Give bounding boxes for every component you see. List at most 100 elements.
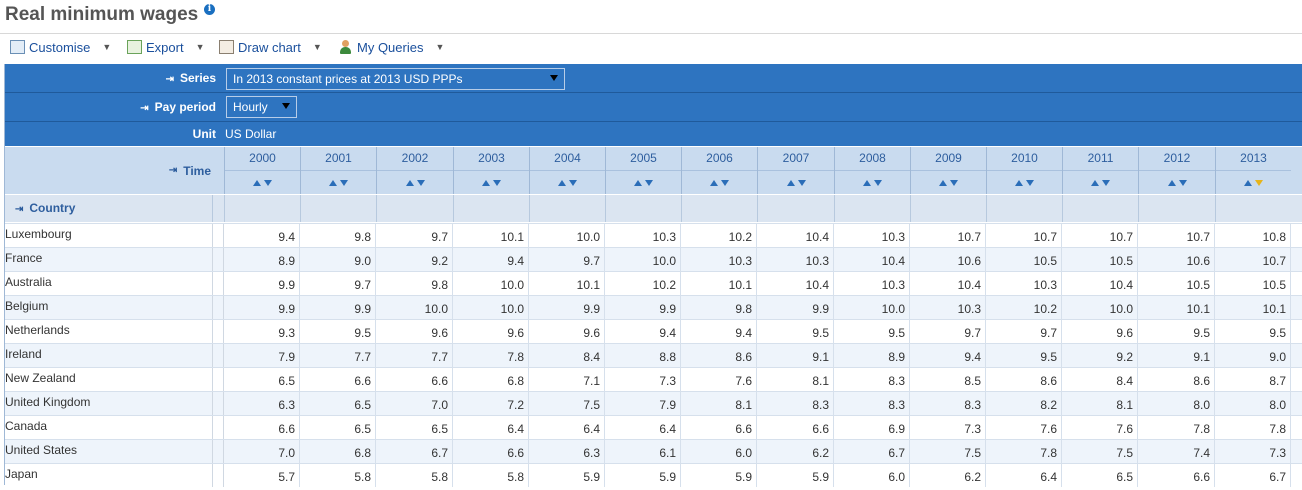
- country-name[interactable]: United Kingdom: [5, 395, 91, 409]
- country-name[interactable]: Luxembourg: [5, 227, 72, 241]
- sort-ascending-icon[interactable]: [1091, 179, 1099, 186]
- pivot-arrow-icon[interactable]: ⇥: [140, 103, 149, 114]
- table-cell: 8.1: [757, 368, 834, 391]
- pay-period-select[interactable]: Hourly: [226, 96, 297, 118]
- sort-ascending-icon[interactable]: [786, 179, 795, 186]
- sort-ascending-icon[interactable]: [1167, 179, 1176, 186]
- year-column-header: 2012: [1138, 147, 1215, 194]
- table-cell: 8.0: [1215, 392, 1291, 415]
- export-button[interactable]: Export ▼: [127, 37, 205, 57]
- table-cell: 10.5: [1215, 272, 1291, 295]
- sort-descending-icon[interactable]: [1178, 179, 1187, 186]
- sort-ascending-icon[interactable]: [482, 179, 490, 186]
- table-cell: 7.4: [1138, 440, 1215, 463]
- table-cell: 9.8: [681, 296, 757, 319]
- sort-descending-icon[interactable]: [721, 179, 729, 186]
- chevron-down-icon: [282, 103, 290, 109]
- sort-descending-icon[interactable]: [1026, 179, 1034, 186]
- sort-descending-icon[interactable]: [645, 179, 653, 186]
- sort-controls: [682, 171, 757, 194]
- year-column-header: 2013: [1215, 147, 1291, 194]
- sort-descending-icon[interactable]: [797, 179, 806, 186]
- table-cell: 9.6: [453, 320, 529, 343]
- toolbar: Customise ▼ Export ▼ Draw chart ▼ My Que…: [0, 33, 1302, 60]
- info-icon[interactable]: i: [204, 4, 215, 15]
- country-name[interactable]: Australia: [5, 275, 52, 289]
- country-name[interactable]: Belgium: [5, 299, 49, 313]
- table-cell: 8.1: [681, 392, 757, 415]
- country-name[interactable]: Ireland: [5, 347, 42, 361]
- sort-ascending-icon[interactable]: [329, 179, 337, 186]
- table-cell: 9.5: [757, 320, 834, 343]
- customise-button[interactable]: Customise ▼: [10, 37, 111, 57]
- series-select[interactable]: In 2013 constant prices at 2013 USD PPPs: [226, 68, 565, 90]
- table-cell: 7.9: [605, 392, 681, 415]
- table-cell: 10.1: [1215, 296, 1291, 319]
- row-spacer: [212, 224, 224, 247]
- sort-ascending-icon[interactable]: [863, 179, 871, 186]
- table-cell: 10.5: [986, 248, 1062, 271]
- table-cell: 7.7: [376, 344, 453, 367]
- page-title: Real minimum wages: [5, 4, 199, 25]
- sort-ascending-icon[interactable]: [939, 179, 947, 186]
- pivot-arrow-icon[interactable]: ⇥: [15, 204, 24, 215]
- table-row: New Zealand 6.5 6.6 6.6 6.8 7.1 7.3 7.6 8.1 8.3 8.…: [5, 367, 1302, 391]
- country-name[interactable]: United States: [5, 443, 78, 457]
- table-cell: 6.8: [300, 440, 376, 463]
- table-cell: 9.5: [834, 320, 910, 343]
- year-column-header: 2001: [300, 147, 376, 194]
- country-name[interactable]: Netherlands: [5, 323, 70, 337]
- sort-descending-icon[interactable]: [950, 179, 958, 186]
- table-cell: 5.9: [757, 464, 834, 487]
- chart-icon: [219, 40, 234, 54]
- country-name[interactable]: France: [5, 251, 43, 265]
- sort-ascending-icon[interactable]: [253, 179, 261, 186]
- header-spacer-cell: [681, 195, 757, 222]
- row-spacer: [212, 272, 224, 295]
- table-cell: 10.1: [529, 272, 605, 295]
- header-spacer-cell: [1138, 195, 1215, 222]
- chevron-down-icon: ▼: [312, 42, 322, 52]
- sort-ascending-icon[interactable]: [405, 179, 414, 186]
- sort-descending-icon[interactable]: [340, 179, 348, 186]
- pivot-arrow-icon[interactable]: ⇥: [165, 74, 174, 85]
- table-cell: 8.2: [986, 392, 1062, 415]
- my-queries-button[interactable]: My Queries ▼: [338, 37, 444, 57]
- table-cell: 8.3: [910, 392, 986, 415]
- year-label: 2005: [606, 147, 681, 171]
- table-cell: 9.8: [300, 224, 376, 247]
- table-cell: 9.9: [224, 272, 300, 295]
- sort-descending-icon[interactable]: [264, 179, 272, 186]
- sort-descending-icon[interactable]: [874, 179, 882, 186]
- table-cell: 10.3: [834, 224, 910, 247]
- sort-ascending-icon[interactable]: [634, 179, 642, 186]
- table-cell: 9.7: [910, 320, 986, 343]
- sort-ascending-icon[interactable]: [1015, 179, 1023, 186]
- table-row: France 8.9 9.0 9.2 9.4 9.7 10.0 10.3 10.3 10.4 10.…: [5, 247, 1302, 271]
- table-cell: 6.7: [1215, 464, 1291, 487]
- sort-ascending-icon[interactable]: [1244, 179, 1252, 186]
- sort-controls: [454, 171, 529, 194]
- sort-descending-icon[interactable]: [1102, 179, 1110, 186]
- sort-controls: [225, 171, 300, 194]
- country-name[interactable]: Japan: [5, 467, 38, 481]
- table-cell: 9.5: [1215, 320, 1291, 343]
- pivot-arrow-icon[interactable]: ⇥: [168, 165, 178, 176]
- sort-descending-icon[interactable]: [416, 179, 425, 186]
- series-select-value: In 2013 constant prices at 2013 USD PPPs: [233, 72, 463, 86]
- sort-controls: [530, 171, 605, 194]
- table-cell: 9.0: [1215, 344, 1291, 367]
- sort-descending-icon[interactable]: [493, 179, 501, 186]
- pay-period-label: ⇥ Pay period: [140, 100, 216, 114]
- sort-ascending-icon[interactable]: [558, 179, 566, 186]
- row-spacer: [212, 392, 224, 415]
- sort-controls: [606, 171, 681, 194]
- sort-descending-icon[interactable]: [569, 179, 577, 186]
- year-label: 2007: [758, 147, 834, 171]
- country-name[interactable]: New Zealand: [5, 371, 76, 385]
- table-cell: 10.7: [1062, 224, 1138, 247]
- sort-ascending-icon[interactable]: [710, 179, 718, 186]
- country-name[interactable]: Canada: [5, 419, 48, 433]
- draw-chart-button[interactable]: Draw chart ▼: [219, 37, 322, 57]
- sort-descending-icon[interactable]: [1255, 179, 1263, 186]
